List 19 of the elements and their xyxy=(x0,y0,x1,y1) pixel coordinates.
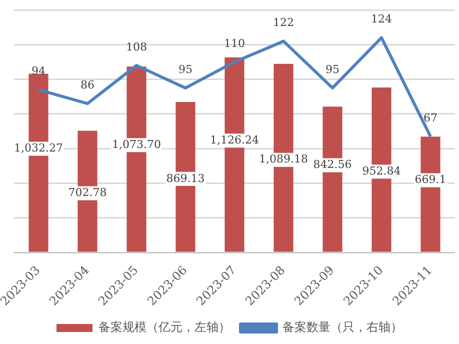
data-label: 67 xyxy=(424,111,438,124)
data-label: 108 xyxy=(126,40,147,54)
data-label: 869.13 xyxy=(166,172,205,185)
data-label: 95 xyxy=(178,62,192,76)
data-label: 1,126.24 xyxy=(210,133,259,146)
data-label: 95 xyxy=(325,62,340,76)
data-label: 1,032.27 xyxy=(14,142,63,155)
data-label: 1,073.70 xyxy=(112,138,161,152)
data-label: 86 xyxy=(80,78,94,92)
data-label: 842.56 xyxy=(313,158,352,172)
data-label: 110 xyxy=(224,36,245,50)
data-label: 669.1 xyxy=(414,173,446,186)
data-label: 124 xyxy=(370,12,392,26)
data-label: 122 xyxy=(272,16,294,30)
legend-label: 备案规模（亿元，左轴） xyxy=(98,320,230,334)
legend-label: 备案数量（只，右轴） xyxy=(282,320,402,334)
data-label: 952.84 xyxy=(362,164,401,178)
data-label: 1,089.18 xyxy=(259,152,308,166)
data-label: 702.78 xyxy=(68,186,107,200)
